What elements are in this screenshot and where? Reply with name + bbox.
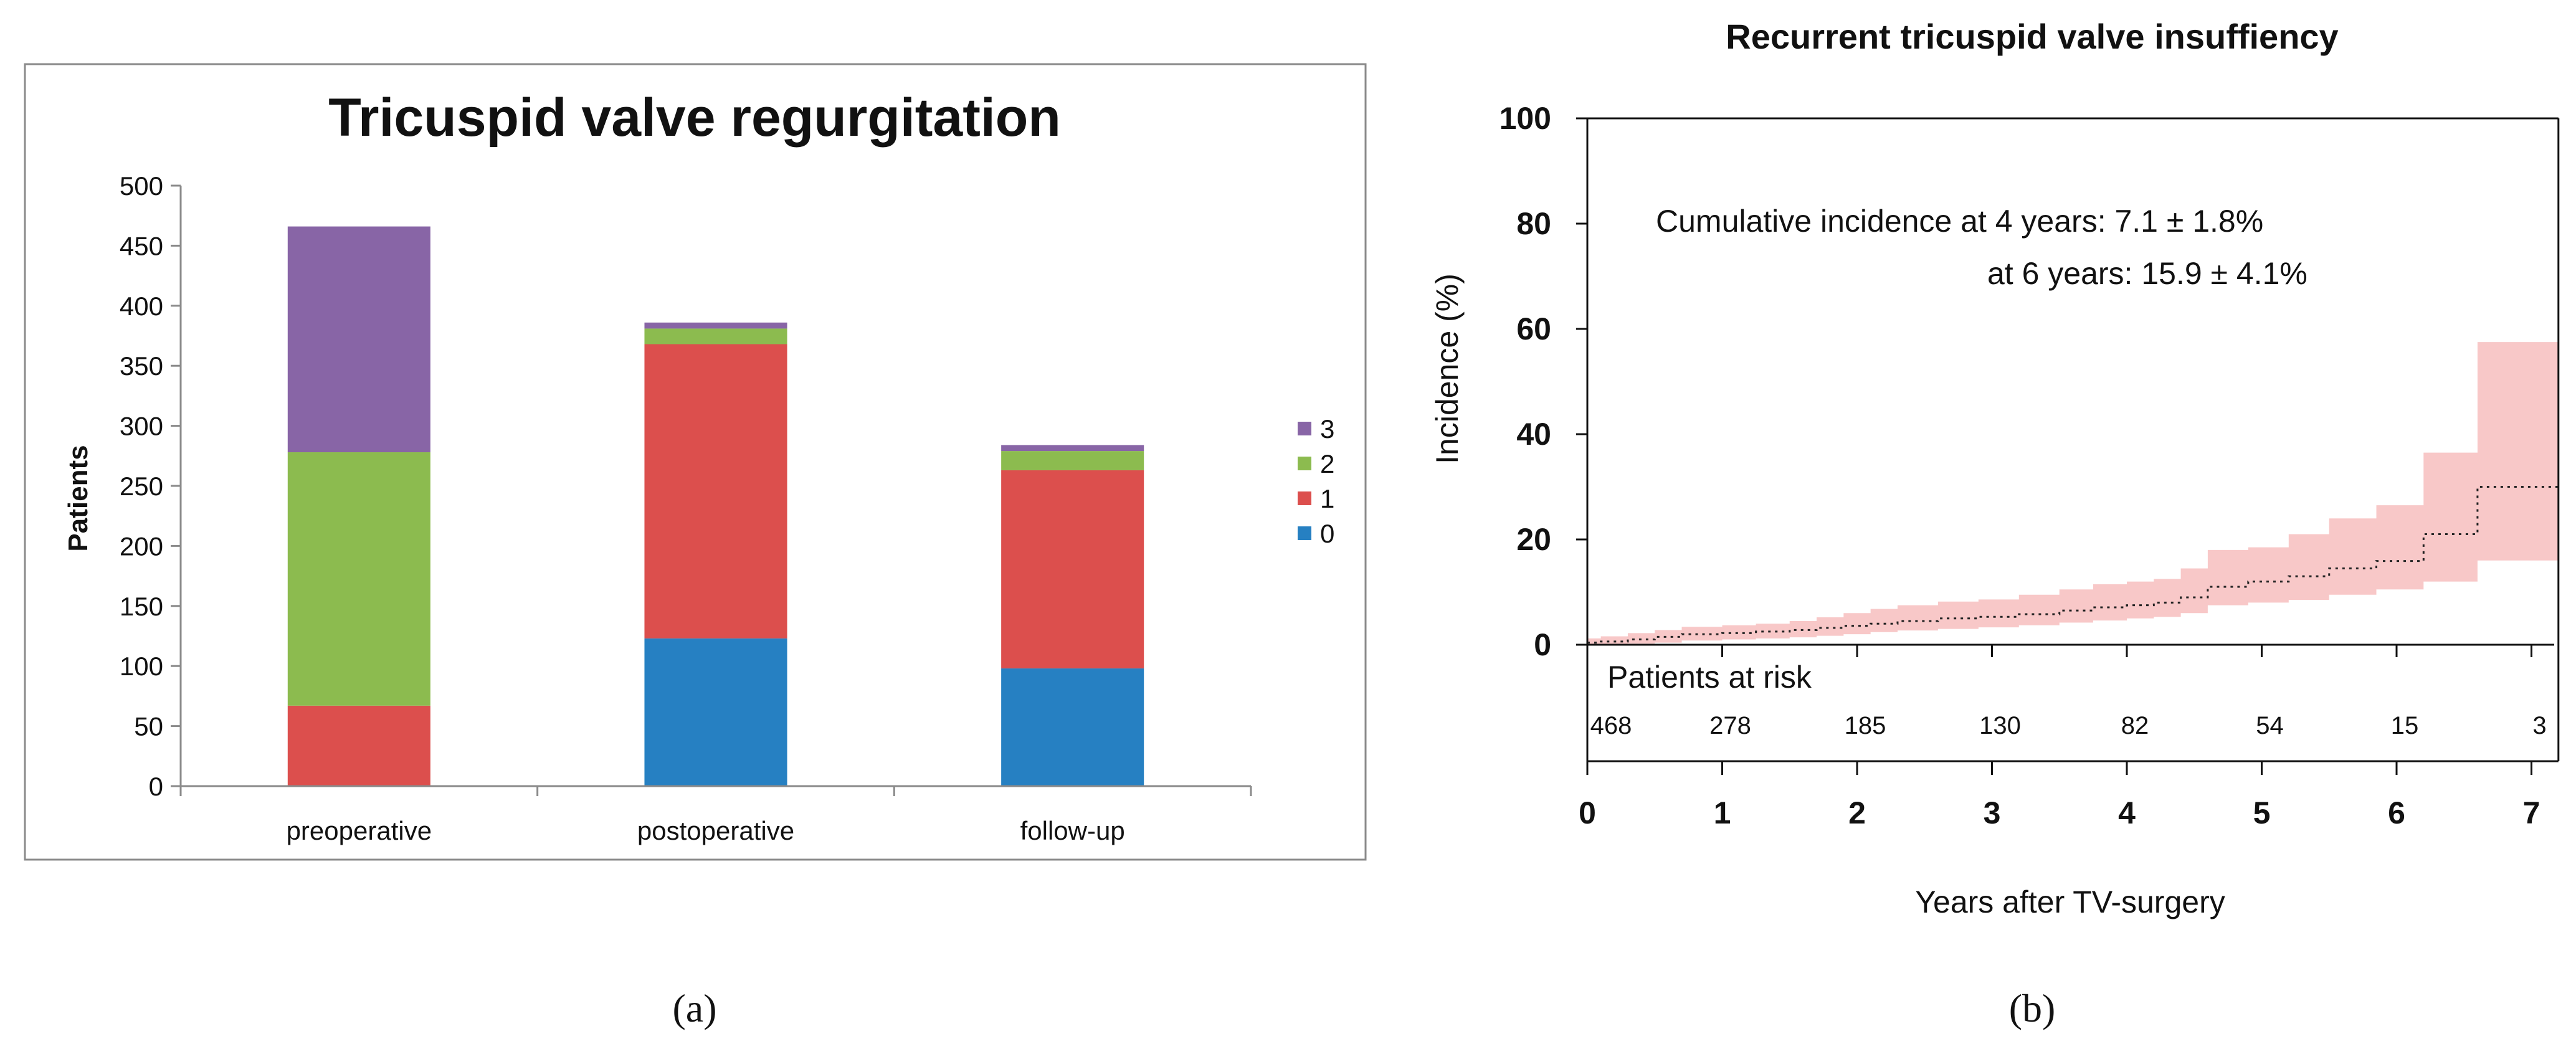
panel-b-y-tick-label: 20 bbox=[1516, 522, 1551, 557]
panel-b-y-axis: 0 20 40 60 80 100 bbox=[1499, 101, 2560, 662]
panel-a-bar-segment-grade-3 bbox=[287, 226, 430, 453]
panel-b-cumulative-incidence-chart: Recurrent tricuspid valve insuffiency In… bbox=[1430, 17, 2560, 919]
panel-b-risk-count: 468 bbox=[1590, 712, 1632, 739]
panel-b-x-tick-label: 6 bbox=[2388, 795, 2405, 830]
panel-a-bars bbox=[287, 226, 1144, 786]
caption-b: (b) bbox=[2009, 986, 2056, 1030]
panel-b-y-tick-label: 100 bbox=[1499, 101, 1551, 136]
panel-a-y-tick-label: 150 bbox=[120, 592, 163, 621]
panel-b-risk-count: 15 bbox=[2391, 712, 2419, 739]
panel-a-category-label: postoperative bbox=[637, 816, 794, 845]
panel-b-risk-count: 82 bbox=[2121, 712, 2149, 739]
panel-b-annotation-4-years: Cumulative incidence at 4 years: 7.1 ± 1… bbox=[1656, 204, 2263, 239]
panel-a-legend-label-0: 0 bbox=[1320, 519, 1334, 548]
panel-b-incidence-step-line bbox=[1587, 486, 2559, 644]
panel-a-bar-segment-grade-0 bbox=[644, 638, 787, 786]
panel-b-risk-count: 278 bbox=[1709, 712, 1751, 739]
panel-b-confidence-band-area bbox=[1587, 342, 2559, 645]
caption-a: (a) bbox=[672, 986, 716, 1030]
panel-b-y-tick-label: 80 bbox=[1516, 206, 1551, 241]
panel-a-y-tick-label: 450 bbox=[120, 231, 163, 260]
panel-a-legend-label-2: 2 bbox=[1320, 449, 1334, 478]
panel-b-risk-count: 3 bbox=[2532, 712, 2546, 739]
panel-a-legend-swatch-0 bbox=[1298, 526, 1311, 540]
panel-a-bar-segment-grade-2 bbox=[644, 328, 787, 344]
panel-b-x-axis-label: Years after TV-surgery bbox=[1915, 885, 2225, 919]
panel-a-legend-swatch-2 bbox=[1298, 457, 1311, 470]
panel-a-bar-segment-grade-1 bbox=[644, 344, 787, 638]
panel-b-y-axis-label: Incidence (%) bbox=[1430, 273, 1465, 464]
panel-b-x-tick-label: 7 bbox=[2523, 795, 2540, 830]
panel-b-x-tick-label: 5 bbox=[2253, 795, 2271, 830]
panel-b-y-tick-label: 60 bbox=[1516, 311, 1551, 346]
panel-b-annotation-6-years: at 6 years: 15.9 ± 4.1% bbox=[1987, 256, 2307, 291]
panel-a-bar-segment-grade-1 bbox=[1001, 470, 1144, 669]
panel-a-y-tick-label: 200 bbox=[120, 531, 163, 561]
panel-a-y-tick-label: 0 bbox=[149, 772, 163, 801]
panel-a-legend: 3 2 1 0 bbox=[1298, 414, 1334, 548]
panel-a-bar-segment-grade-2 bbox=[287, 452, 430, 706]
panel-a-category-label: preoperative bbox=[287, 816, 432, 845]
panel-a-y-tick-label: 500 bbox=[120, 171, 163, 201]
panel-a-legend-label-3: 3 bbox=[1320, 414, 1334, 444]
panel-a-y-tick-label: 50 bbox=[134, 712, 163, 741]
panel-a-bar-segment-grade-3 bbox=[644, 322, 787, 329]
panel-a-y-tick-label: 100 bbox=[120, 652, 163, 681]
panel-a-legend-label-1: 1 bbox=[1320, 484, 1334, 513]
panel-a-y-tick-label: 250 bbox=[120, 472, 163, 501]
panel-a-y-tick-label: 350 bbox=[120, 351, 163, 381]
panel-a-bar-segment-grade-2 bbox=[1001, 451, 1144, 470]
panel-a-bar-segment-grade-3 bbox=[1001, 445, 1144, 452]
panel-a-legend-swatch-3 bbox=[1298, 422, 1311, 435]
panel-b-incidence-curve bbox=[1587, 486, 2559, 644]
panel-a-title: Tricuspid valve regurgitation bbox=[328, 88, 1061, 148]
panel-b-y-tick-label: 0 bbox=[1534, 627, 1551, 662]
panel-a-stacked-bar-chart: Tricuspid valve regurgitation Patients 0… bbox=[24, 63, 1367, 861]
panel-b-x-tick-label: 4 bbox=[2118, 795, 2136, 830]
panel-b-x-tick-label: 3 bbox=[1984, 795, 2001, 830]
panel-a-bar-segment-grade-0 bbox=[1001, 668, 1144, 786]
panel-a-y-axis: 0 50 100 150 200 250 300 350 400 450 500 bbox=[120, 171, 182, 801]
panel-b-risk-count: 185 bbox=[1845, 712, 1886, 739]
panel-b-x-tick-label: 2 bbox=[1848, 795, 1866, 830]
panel-a-bar-segment-grade-1 bbox=[287, 705, 430, 786]
panel-a-y-tick-label: 400 bbox=[120, 292, 163, 321]
panel-a-y-axis-label: Patients bbox=[63, 445, 93, 551]
panel-b-risk-table: 468 278 185 130 82 54 15 3 bbox=[1586, 645, 2560, 761]
panel-b-y-tick-label: 40 bbox=[1516, 417, 1551, 452]
panel-b-confidence-band bbox=[1587, 342, 2559, 645]
panel-b-risk-count: 130 bbox=[1979, 712, 2021, 739]
panel-a-y-tick-label: 300 bbox=[120, 412, 163, 441]
panel-b-x-tick-label: 1 bbox=[1714, 795, 1731, 830]
panel-a-legend-swatch-1 bbox=[1298, 491, 1311, 505]
panel-b-x-axis: 0 1 2 3 4 5 6 7 bbox=[1579, 760, 2559, 830]
panel-b-x-tick-label: 0 bbox=[1579, 795, 1596, 830]
panel-b-risk-table-title: Patients at risk bbox=[1607, 660, 1812, 695]
panel-b-risk-count: 54 bbox=[2256, 712, 2284, 739]
panel-a-category-label: follow-up bbox=[1020, 816, 1125, 845]
panel-a-x-axis: preoperative postoperative follow-up bbox=[179, 785, 1252, 845]
panel-b-title: Recurrent tricuspid valve insuffiency bbox=[1726, 17, 2338, 56]
